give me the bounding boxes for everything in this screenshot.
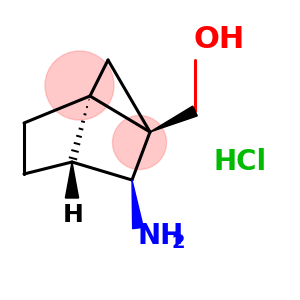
Text: 2: 2 xyxy=(172,233,185,253)
Text: NH: NH xyxy=(137,221,184,250)
Circle shape xyxy=(112,116,166,169)
Text: HCl: HCl xyxy=(213,148,267,176)
Circle shape xyxy=(45,51,114,120)
Polygon shape xyxy=(150,106,197,132)
Text: H: H xyxy=(63,202,84,226)
Text: OH: OH xyxy=(194,25,244,53)
Polygon shape xyxy=(65,162,79,198)
Polygon shape xyxy=(132,180,143,229)
